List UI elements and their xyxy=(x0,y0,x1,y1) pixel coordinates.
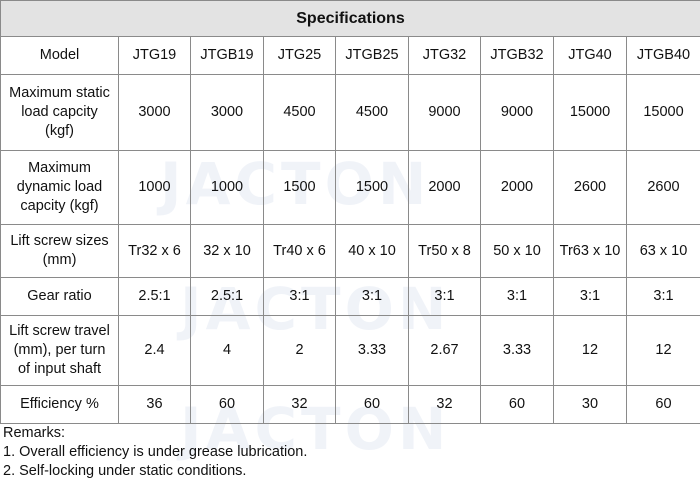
table-cell: Tr63 x 10 xyxy=(553,224,627,278)
table-cell: Tr40 x 6 xyxy=(263,224,336,278)
table-row: Lift screw sizes (mm) Tr32 x 6 32 x 10 Tr… xyxy=(0,224,700,278)
row-label: Maximum static load capcity (kgf) xyxy=(0,74,119,151)
table-cell: 2600 xyxy=(626,150,700,225)
table-cell: 3:1 xyxy=(626,277,700,316)
column-header: JTG32 xyxy=(408,36,481,75)
table-cell: 3:1 xyxy=(480,277,554,316)
table-cell: 60 xyxy=(335,385,409,424)
row-label: Efficiency % xyxy=(0,385,119,424)
table-row: Gear ratio 2.5:1 2.5:1 3:1 3:1 3:1 3:1 3… xyxy=(0,277,700,316)
table-cell: Tr32 x 6 xyxy=(118,224,191,278)
table-cell: 2 xyxy=(263,315,336,386)
table-row: Lift screw travel (mm), per turn of input … xyxy=(0,315,700,386)
table-cell: 9000 xyxy=(480,74,554,151)
table-cell: 15000 xyxy=(553,74,627,151)
table-cell: 63 x 10 xyxy=(626,224,700,278)
table-cell: 4500 xyxy=(263,74,336,151)
table-cell: 2600 xyxy=(553,150,627,225)
table-cell: 12 xyxy=(553,315,627,386)
table-cell: 32 xyxy=(408,385,481,424)
table-cell: 2.4 xyxy=(118,315,191,386)
table-row: Efficiency % 36 60 32 60 32 60 30 60 xyxy=(0,385,700,424)
column-header: JTG40 xyxy=(553,36,627,75)
table-cell: Tr50 x 8 xyxy=(408,224,481,278)
table-cell: 15000 xyxy=(626,74,700,151)
remarks-heading: Remarks: xyxy=(3,425,66,441)
column-header: Model xyxy=(0,36,119,75)
table-cell: 2.5:1 xyxy=(190,277,264,316)
table-cell: 40 x 10 xyxy=(335,224,409,278)
table-cell: 1000 xyxy=(118,150,191,225)
table-cell: 1500 xyxy=(335,150,409,225)
table-cell: 50 x 10 xyxy=(480,224,554,278)
table-cell: 30 xyxy=(553,385,627,424)
table-cell: 36 xyxy=(118,385,191,424)
column-header: JTG19 xyxy=(118,36,191,75)
table-cell: 3:1 xyxy=(553,277,627,316)
table-cell: 3:1 xyxy=(335,277,409,316)
table-cell: 12 xyxy=(626,315,700,386)
table-row: Maximum static load capcity (kgf) 3000 300… xyxy=(0,74,700,151)
row-label: Gear ratio xyxy=(0,277,119,316)
column-header: JTGB32 xyxy=(480,36,554,75)
row-label: Maximum dynamic load capcity (kgf) xyxy=(0,150,119,225)
table-cell: 3000 xyxy=(190,74,264,151)
row-label: Lift screw travel (mm), per turn of input … xyxy=(0,315,119,386)
table-cell: 9000 xyxy=(408,74,481,151)
table-cell: 1000 xyxy=(190,150,264,225)
table-cell: 60 xyxy=(190,385,264,424)
table-cell: 3:1 xyxy=(263,277,336,316)
table-cell: 2000 xyxy=(480,150,554,225)
row-label: Lift screw sizes (mm) xyxy=(0,224,119,278)
remarks: Remarks: 1. Overall efficiency is under … xyxy=(3,424,307,481)
table-cell: 1500 xyxy=(263,150,336,225)
table-cell: 2.5:1 xyxy=(118,277,191,316)
table-cell: 3.33 xyxy=(335,315,409,386)
column-header: JTGB19 xyxy=(190,36,264,75)
table-title: Specifications xyxy=(0,0,700,37)
table-row: Maximum dynamic load capcity (kgf) 1000 10… xyxy=(0,150,700,225)
table-cell: 32 x 10 xyxy=(190,224,264,278)
table-cell: 3000 xyxy=(118,74,191,151)
table-cell: 3:1 xyxy=(408,277,481,316)
table-cell: 60 xyxy=(480,385,554,424)
table-cell: 3.33 xyxy=(480,315,554,386)
table-cell: 32 xyxy=(263,385,336,424)
remark-line: 2. Self-locking under static conditions. xyxy=(3,463,247,479)
table-cell: 60 xyxy=(626,385,700,424)
column-header: JTGB40 xyxy=(626,36,700,75)
table-cell: 2.67 xyxy=(408,315,481,386)
table-cell: 4500 xyxy=(335,74,409,151)
table-cell: 2000 xyxy=(408,150,481,225)
specifications-table: Specifications Model JTG19 JTGB19 JTG25 … xyxy=(0,0,700,424)
remark-line: 1. Overall efficiency is under grease lu… xyxy=(3,444,308,460)
column-header: JTGB25 xyxy=(335,36,409,75)
table-cell: 4 xyxy=(190,315,264,386)
column-header: JTG25 xyxy=(263,36,336,75)
